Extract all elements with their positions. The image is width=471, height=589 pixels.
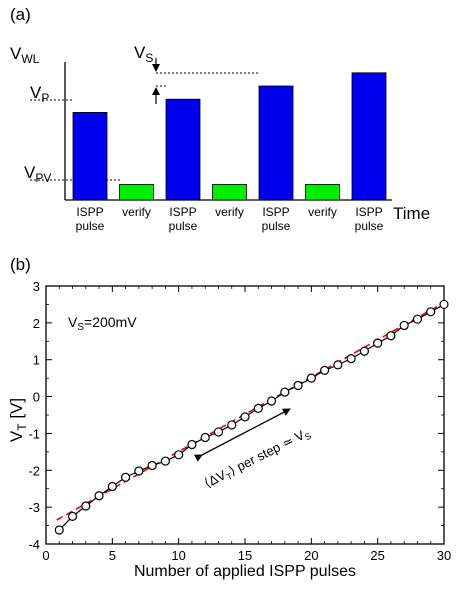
bar-label-line2: pulse bbox=[355, 219, 384, 233]
y-tick-label: 3 bbox=[33, 279, 40, 294]
y-tick-label: 0 bbox=[33, 390, 40, 405]
plot-tick-labels: 0 5 10 15 20 25 30 -4 -3 -2 -1 0 1 2 3 bbox=[28, 279, 451, 563]
plot-ticks bbox=[45, 285, 445, 545]
y-tick-label: -2 bbox=[28, 463, 40, 478]
data-point bbox=[147, 460, 157, 471]
data-point bbox=[240, 412, 250, 422]
bar-label: verify bbox=[215, 205, 244, 219]
panel-a-tag: (a) bbox=[10, 5, 31, 24]
data-point bbox=[187, 439, 197, 450]
data-point bbox=[94, 491, 104, 501]
verify-bar bbox=[212, 183, 247, 201]
data-point bbox=[54, 525, 64, 535]
data-point bbox=[107, 481, 117, 492]
data-point bbox=[293, 380, 303, 391]
bar-label-line2: pulse bbox=[169, 219, 198, 233]
panel-a-x-label: Time bbox=[393, 204, 430, 223]
ispp-pulse-bar bbox=[165, 98, 201, 201]
x-tick-label: 15 bbox=[238, 548, 252, 563]
bar-label: ISPP bbox=[262, 205, 289, 219]
plot-y-label: VT [V] bbox=[7, 398, 29, 442]
y-tick-label: -4 bbox=[28, 537, 40, 552]
y-tick-label: -3 bbox=[28, 500, 40, 515]
data-point bbox=[373, 338, 383, 348]
plot-x-label: Number of applied ISPP pulses bbox=[134, 563, 356, 580]
data-point bbox=[412, 314, 423, 324]
x-tick-label: 20 bbox=[304, 548, 318, 563]
bar-label-line2: pulse bbox=[76, 219, 105, 233]
data-point bbox=[174, 450, 184, 460]
data-point bbox=[200, 432, 210, 443]
data-point bbox=[134, 466, 144, 476]
data-line bbox=[58, 303, 445, 531]
data-point bbox=[253, 403, 263, 413]
data-point bbox=[81, 501, 91, 511]
data-point bbox=[399, 320, 409, 331]
data-line-group bbox=[58, 303, 445, 531]
vs-annotation: VS=200mV bbox=[68, 314, 137, 333]
x-tick-label: 0 bbox=[42, 548, 49, 563]
y-tick-label: -1 bbox=[28, 426, 40, 441]
panel-a-y-label: VWL bbox=[10, 44, 40, 66]
y-tick-label: 2 bbox=[33, 316, 40, 331]
bar-label: ISPP bbox=[355, 205, 382, 219]
data-point bbox=[227, 420, 237, 430]
data-point bbox=[386, 331, 396, 341]
data-point bbox=[280, 387, 290, 397]
data-point bbox=[346, 354, 356, 364]
slope-arrow bbox=[193, 408, 291, 462]
data-point bbox=[439, 299, 449, 310]
data-point bbox=[266, 396, 277, 406]
ispp-pulse-bar bbox=[351, 72, 387, 201]
ispp-pulse-bar bbox=[72, 112, 108, 201]
x-tick-label: 25 bbox=[370, 548, 384, 563]
vs-label: VS bbox=[134, 43, 153, 65]
x-tick-label: 10 bbox=[171, 548, 185, 563]
vpv-label: VPV bbox=[24, 163, 51, 185]
bar-label-line2: pulse bbox=[262, 219, 291, 233]
panel-b-tag: (b) bbox=[10, 255, 31, 274]
verify-bar bbox=[119, 183, 154, 201]
ispp-pulse-bar bbox=[258, 85, 294, 201]
data-point bbox=[120, 472, 131, 482]
x-tick-label: 5 bbox=[109, 548, 116, 563]
verify-bar bbox=[305, 183, 340, 201]
data-point bbox=[160, 456, 170, 466]
bar-label: ISPP bbox=[76, 205, 103, 219]
data-point bbox=[67, 511, 78, 521]
data-point bbox=[426, 307, 436, 317]
data-point bbox=[320, 365, 330, 376]
bar-label: ISPP bbox=[169, 205, 196, 219]
data-point bbox=[333, 360, 343, 370]
panel-a-bars bbox=[72, 72, 387, 201]
panel-a-y-label-sub: WL bbox=[21, 52, 39, 66]
bar-label: verify bbox=[122, 205, 151, 219]
data-point bbox=[213, 427, 224, 437]
data-point bbox=[359, 346, 369, 356]
panel-b: (b) 0 5 10 15 20 25 30 -4 -3 -2 -1 0 1 2 3 VT [V] Numb… bbox=[7, 255, 451, 580]
bar-label: verify bbox=[308, 205, 337, 219]
vp-label: VP bbox=[30, 83, 49, 105]
x-tick-label: 30 bbox=[437, 548, 451, 563]
data-points bbox=[54, 299, 449, 535]
data-point bbox=[306, 373, 316, 383]
y-tick-label: 1 bbox=[33, 353, 40, 368]
